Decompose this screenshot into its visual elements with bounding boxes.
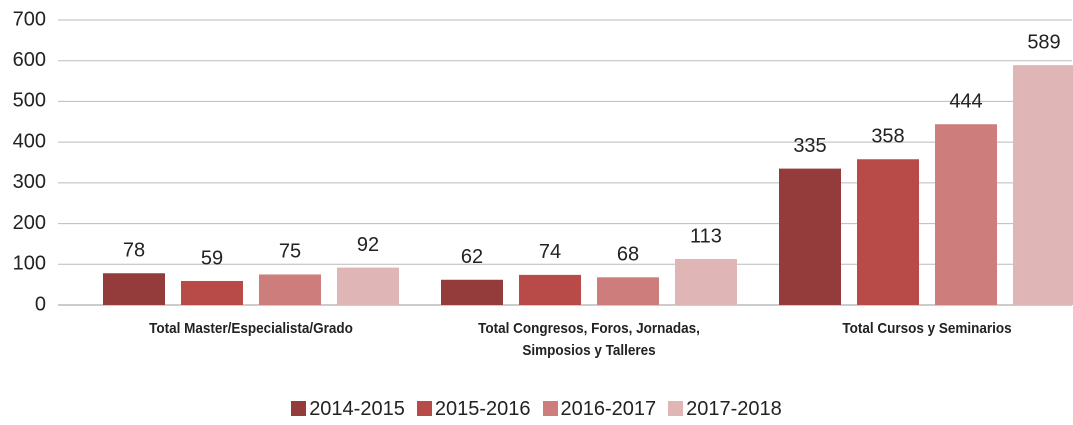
value-label: 335 [793,135,826,157]
value-label: 444 [949,91,982,113]
bar [181,280,243,305]
bar [103,273,165,305]
bar [1013,65,1073,305]
value-label: 74 [539,241,561,263]
value-label: 92 [357,234,379,256]
bar [441,279,503,305]
legend-swatch [542,401,558,416]
x-tick-label: Total Congresos, Foros, Jornadas, Simpos… [478,320,700,359]
bar [779,168,841,305]
legend-item: 2016-2017 [542,398,657,421]
legend-item: 2017-2018 [668,398,782,421]
value-label: 113 [690,225,722,247]
y-tick-label: 300 [13,171,46,193]
legend-swatch [668,401,684,416]
bar [259,274,321,305]
value-label: 358 [871,126,904,148]
legend-item: 2014-2015 [291,398,405,421]
y-tick-label: 200 [13,212,46,234]
legend-label: 2015-2016 [434,398,531,420]
value-label: 68 [617,244,639,266]
bar [935,124,997,305]
value-label: 75 [279,241,301,263]
y-tick-label: 700 [13,8,46,30]
legend-label: 2016-2017 [560,398,657,420]
bar [857,159,919,305]
legend: 2014-2015 2015-2016 2016-2017 2017-2018 [0,398,1073,421]
y-tick-label: 400 [13,130,46,152]
legend-label: 2014-2015 [309,398,405,420]
y-tick-label: 600 [13,49,46,71]
value-label: 59 [201,247,223,269]
legend-swatch [291,401,307,416]
legend-swatch [416,401,432,416]
value-label: 78 [123,240,145,262]
value-label: 62 [461,246,483,268]
y-tick-label: 500 [13,90,46,112]
bar [675,258,737,305]
bar [337,267,399,305]
bar [519,274,581,305]
x-tick-label: Total Cursos y Seminarios [842,320,1012,337]
value-label: 589 [1027,31,1060,53]
y-tick-label: 0 [35,293,46,315]
y-tick-label: 100 [13,253,46,275]
x-tick-label: Total Master/Especialista/Grado [149,320,353,337]
legend-item: 2015-2016 [416,398,531,421]
bar [597,277,659,305]
legend-label: 2017-2018 [686,398,782,420]
